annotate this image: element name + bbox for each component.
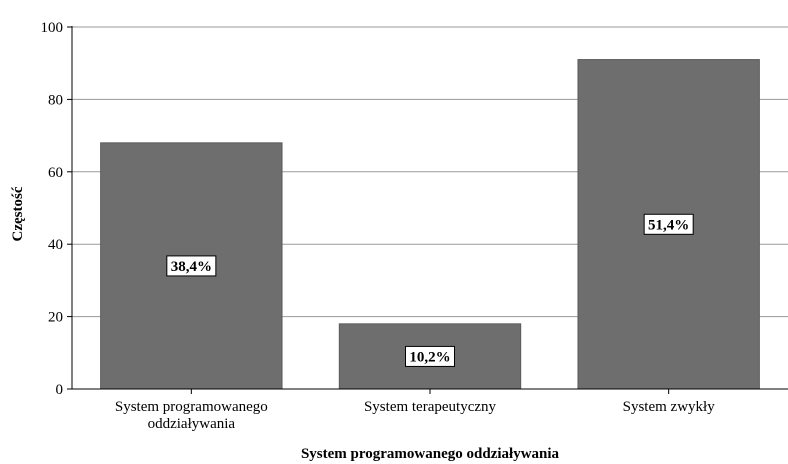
x-category-label: System programowanego oddziaływania — [115, 399, 268, 432]
data-label-box — [405, 345, 455, 367]
y-tick-label: 60 — [48, 165, 63, 181]
data-label: 38,4% — [166, 255, 217, 277]
x-category-label-line: System zwykły — [623, 399, 716, 415]
x-category-label: System zwykły — [623, 399, 716, 415]
x-axis-title: System programowanego oddziaływania — [301, 446, 560, 462]
x-category-label-line: System programowanego — [115, 399, 268, 415]
y-tick-labels: 0 20 40 60 80 100 — [41, 20, 64, 398]
data-label-box — [643, 213, 694, 235]
data-label-text: 10,2% — [409, 349, 450, 365]
data-labels: 38,4% 10,2% 51,4% — [166, 213, 694, 367]
axes — [67, 26, 788, 394]
y-axis-title: Częstość — [10, 186, 26, 241]
x-category-labels: System programowanego oddziaływaniaSystem… — [115, 399, 715, 432]
data-label-text: 38,4% — [171, 259, 212, 275]
data-label: 10,2% — [405, 345, 455, 367]
data-label-box — [166, 255, 217, 277]
x-category-label-line: oddziaływania — [148, 416, 236, 432]
y-tick-label: 40 — [48, 237, 63, 253]
y-tick-label: 100 — [41, 20, 64, 36]
data-label-text: 51,4% — [648, 217, 689, 233]
bars — [100, 59, 760, 390]
y-tick-label: 20 — [48, 310, 63, 326]
x-category-label-line: System terapeutyczny — [364, 399, 497, 415]
data-label: 51,4% — [643, 213, 694, 235]
x-category-label: System terapeutyczny — [364, 399, 497, 415]
y-tick-label: 80 — [48, 92, 63, 108]
y-tick-label: 0 — [56, 382, 64, 398]
